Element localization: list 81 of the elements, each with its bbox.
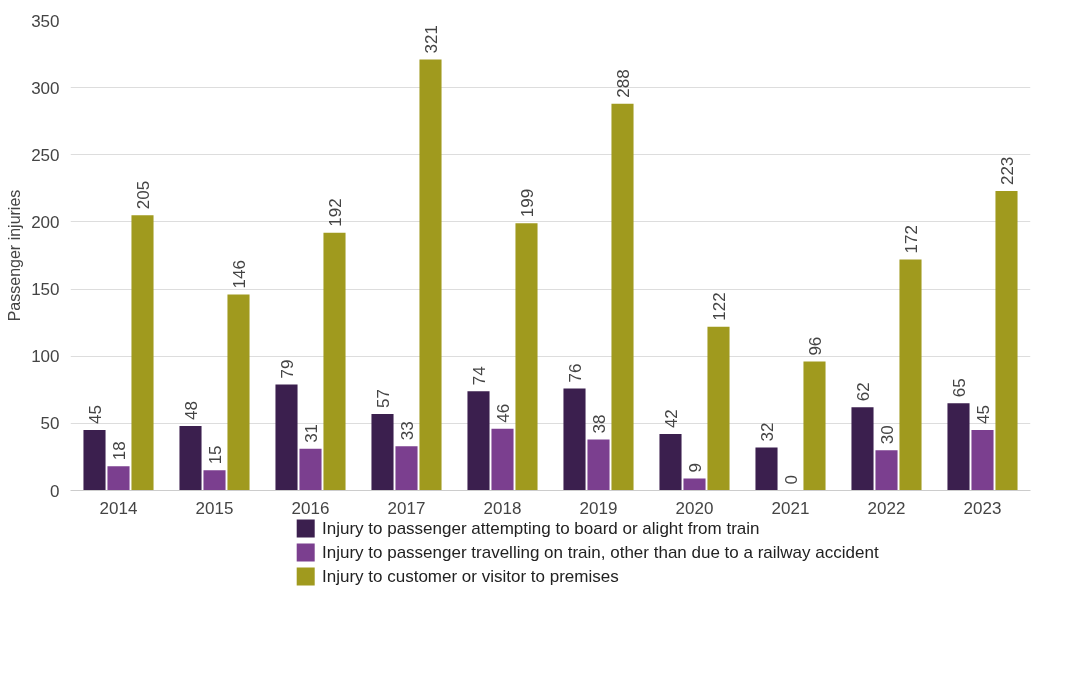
bar (299, 448, 322, 491)
bar (371, 413, 394, 491)
data-label: 223 (997, 156, 1017, 186)
bar (899, 259, 922, 491)
data-label: 9 (685, 462, 705, 473)
bar (995, 191, 1018, 491)
data-label: 57 (373, 389, 393, 408)
data-label: 45 (973, 405, 993, 425)
data-label: 96 (805, 336, 825, 356)
data-label: 76 (565, 363, 585, 383)
bar (971, 430, 994, 491)
data-label: 288 (613, 69, 633, 98)
data-label: 38 (589, 414, 609, 434)
bar (491, 428, 514, 491)
bar (803, 361, 826, 491)
bar (107, 466, 130, 491)
bar (707, 326, 730, 491)
x-tick-label: 2016 (291, 498, 330, 518)
data-label: 65 (949, 378, 969, 398)
legend-label: Injury to passenger travelling on train, other than due to a railway accident (322, 543, 879, 562)
legend-label: Injury to passenger attempting to board or alight from train (322, 519, 760, 538)
bar (563, 388, 586, 491)
x-tick-label: 2021 (771, 498, 810, 518)
data-label: 321 (421, 25, 441, 54)
bar (323, 232, 346, 491)
data-label: 0 (781, 475, 801, 485)
bar (83, 430, 106, 491)
y-tick-label: 300 (31, 78, 60, 98)
data-label: 172 (901, 225, 921, 254)
data-label: 31 (301, 423, 321, 443)
data-label: 18 (109, 441, 129, 461)
bar (611, 103, 634, 491)
y-tick-label: 0 (50, 481, 60, 501)
x-tick-label: 2015 (195, 498, 234, 518)
bar (203, 470, 226, 491)
data-label: 45 (85, 405, 105, 425)
x-tick-label: 2023 (963, 498, 1002, 518)
bar (419, 59, 442, 491)
data-label: 205 (133, 180, 153, 210)
bar (947, 403, 970, 491)
bar (395, 446, 418, 491)
bar (683, 478, 706, 491)
y-tick-label: 200 (31, 212, 60, 232)
data-label: 146 (229, 260, 249, 289)
bar (875, 450, 898, 491)
bar (851, 407, 874, 491)
data-label: 33 (397, 421, 417, 441)
bar (467, 391, 490, 491)
x-tick-label: 2014 (99, 498, 138, 518)
y-tick-label: 50 (40, 414, 60, 434)
x-tick-label: 2018 (483, 498, 522, 518)
data-label: 74 (469, 366, 489, 386)
data-label: 42 (661, 409, 681, 429)
y-axis-title: Passenger injuries (6, 189, 24, 322)
x-tick-label: 2019 (579, 498, 618, 518)
data-label: 32 (757, 422, 777, 442)
bar (755, 447, 778, 491)
bar (179, 426, 202, 491)
data-label: 15 (205, 445, 225, 465)
data-label: 192 (325, 198, 345, 227)
x-tick-label: 2022 (867, 498, 906, 518)
y-tick-label: 100 (31, 347, 60, 367)
y-tick-label: 250 (31, 145, 60, 165)
data-label: 48 (181, 401, 201, 421)
y-tick-label: 350 (31, 11, 60, 31)
data-label: 46 (493, 403, 513, 423)
x-tick-label: 2017 (387, 498, 426, 518)
y-tick-label: 150 (31, 280, 60, 300)
data-label: 79 (277, 359, 297, 379)
legend-label: Injury to customer or visitor to premises (322, 567, 619, 586)
data-label: 62 (853, 382, 873, 402)
data-label: 199 (517, 188, 537, 218)
bar (275, 384, 298, 491)
bar (659, 434, 682, 491)
data-label: 122 (709, 292, 729, 321)
bar (515, 223, 538, 491)
bar (587, 439, 610, 491)
x-tick-label: 2020 (675, 498, 714, 518)
bar (227, 294, 250, 491)
data-label: 30 (877, 425, 897, 445)
bar (131, 215, 154, 491)
